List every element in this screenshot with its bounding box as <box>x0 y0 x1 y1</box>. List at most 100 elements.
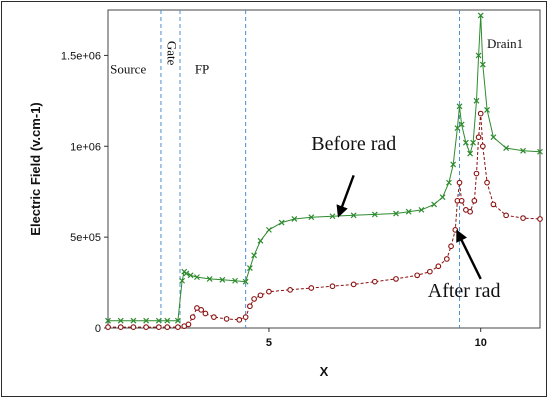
data-point <box>470 139 477 146</box>
data-point <box>202 310 209 317</box>
data-point <box>477 110 484 117</box>
data-point <box>257 292 264 299</box>
data-point <box>251 296 257 302</box>
data-point <box>247 303 253 310</box>
data-point <box>371 211 378 218</box>
region-label: Gate <box>164 41 179 66</box>
data-point <box>467 150 474 157</box>
data-point <box>443 256 450 262</box>
data-point <box>458 121 465 128</box>
data-point <box>473 97 480 104</box>
data-point <box>251 252 258 259</box>
data-point <box>393 276 399 282</box>
data-point <box>236 316 243 323</box>
data-point <box>458 197 465 204</box>
data-point <box>266 226 272 233</box>
data-point <box>475 134 482 141</box>
data-point <box>287 286 293 293</box>
data-point <box>435 263 442 270</box>
data-point <box>130 317 137 324</box>
y-tick-label: 0 <box>95 323 101 335</box>
data-point <box>117 317 124 324</box>
data-point <box>155 324 162 330</box>
data-point <box>479 143 486 150</box>
data-point <box>242 278 249 285</box>
data-point <box>185 321 192 328</box>
y-tick-label: 5e+05 <box>70 232 101 244</box>
data-point <box>393 210 399 217</box>
data-point <box>537 216 543 222</box>
data-point <box>431 201 438 208</box>
data-point <box>477 12 484 19</box>
data-point <box>266 288 272 295</box>
data-point <box>143 317 150 324</box>
y-tick-label: 1.5e+06 <box>61 50 101 62</box>
y-axis-label: Electric Field (v.cm-1) <box>28 102 43 235</box>
data-point <box>490 201 497 208</box>
data-point <box>130 324 137 330</box>
annotation-label: After rad <box>428 280 501 302</box>
data-point <box>105 324 111 330</box>
data-point <box>117 324 124 330</box>
data-point <box>174 317 181 324</box>
data-point <box>232 277 238 284</box>
data-point <box>475 52 482 59</box>
data-point <box>446 179 452 186</box>
y-tick-label: 1e+06 <box>70 141 101 153</box>
data-point <box>448 243 454 250</box>
data-point <box>484 107 490 113</box>
data-point <box>105 317 111 324</box>
data-point <box>471 197 478 204</box>
data-point <box>175 324 181 330</box>
x-tick-label: 5 <box>266 337 272 349</box>
data-point <box>350 212 357 219</box>
data-point <box>473 170 480 177</box>
data-point <box>456 103 463 110</box>
data-point <box>155 317 162 324</box>
region-label: Source <box>110 62 146 77</box>
data-point <box>179 277 186 284</box>
data-point <box>418 206 425 213</box>
data-point <box>143 324 149 330</box>
data-point <box>291 216 298 222</box>
data-point <box>371 278 378 285</box>
data-point <box>219 276 226 283</box>
plot-area <box>107 9 541 329</box>
x-axis-label: X <box>320 364 329 379</box>
data-point <box>520 215 526 221</box>
data-point <box>223 316 230 322</box>
data-point <box>427 268 433 275</box>
data-point <box>503 212 509 219</box>
data-point <box>194 274 200 281</box>
data-point <box>503 145 510 152</box>
data-point <box>350 281 357 288</box>
data-point <box>462 139 469 146</box>
data-point <box>329 283 336 290</box>
data-point <box>257 237 264 244</box>
data-point <box>187 272 194 279</box>
data-point <box>206 276 213 282</box>
data-point <box>211 314 217 320</box>
data-point <box>405 208 412 215</box>
data-point <box>198 306 205 313</box>
data-point <box>164 317 171 324</box>
data-point <box>242 314 249 320</box>
annotation-arrow <box>336 174 355 218</box>
data-point <box>308 214 315 221</box>
data-point <box>452 227 459 233</box>
data-point <box>329 213 336 220</box>
data-point <box>484 179 490 186</box>
data-point <box>164 324 171 330</box>
data-point <box>439 194 446 201</box>
data-point <box>479 61 486 68</box>
data-point <box>490 134 497 141</box>
region-label: FP <box>195 62 209 77</box>
region-label: Drain1 <box>487 36 523 51</box>
data-point <box>456 179 463 186</box>
data-point <box>189 314 196 320</box>
data-point <box>183 270 190 277</box>
data-point <box>520 147 526 154</box>
data-point <box>450 161 457 168</box>
data-point <box>278 219 285 226</box>
